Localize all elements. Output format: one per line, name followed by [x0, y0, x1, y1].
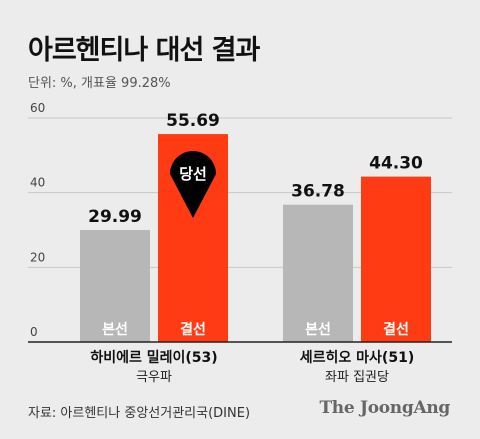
category-sublabel: 극우파	[136, 370, 172, 385]
winner-badge-label: 당선	[179, 165, 207, 183]
chart-title: 아르헨티나 대선 결과	[28, 35, 260, 66]
category-label: 세르히오 마사(51)	[300, 349, 414, 366]
brand-logo: The JoongAng	[319, 398, 450, 418]
series-label: 본선	[102, 322, 128, 338]
y-tick-label: 40	[30, 176, 45, 190]
y-tick-label: 0	[30, 325, 38, 339]
bar	[283, 204, 353, 342]
unit-note: 단위: %, 개표율 99.28%	[28, 76, 171, 91]
bar	[361, 176, 431, 342]
value-label: 44.30	[369, 154, 423, 174]
value-label: 36.78	[291, 182, 345, 202]
category-sublabel: 좌파 집권당	[325, 370, 389, 385]
series-label: 결선	[383, 321, 409, 338]
value-label: 55.69	[166, 111, 220, 131]
y-tick-label: 20	[30, 250, 45, 264]
winner-pin-icon	[170, 151, 216, 218]
series-label: 결선	[180, 321, 206, 338]
y-tick-label: 60	[30, 101, 45, 115]
bar	[80, 230, 150, 342]
series-label: 본선	[305, 322, 331, 338]
category-label: 하비에르 밀레이(53)	[90, 349, 217, 366]
value-label: 29.99	[88, 207, 142, 227]
source-note: 자료: 아르헨티나 중앙선거관리국(DINE)	[28, 406, 251, 421]
